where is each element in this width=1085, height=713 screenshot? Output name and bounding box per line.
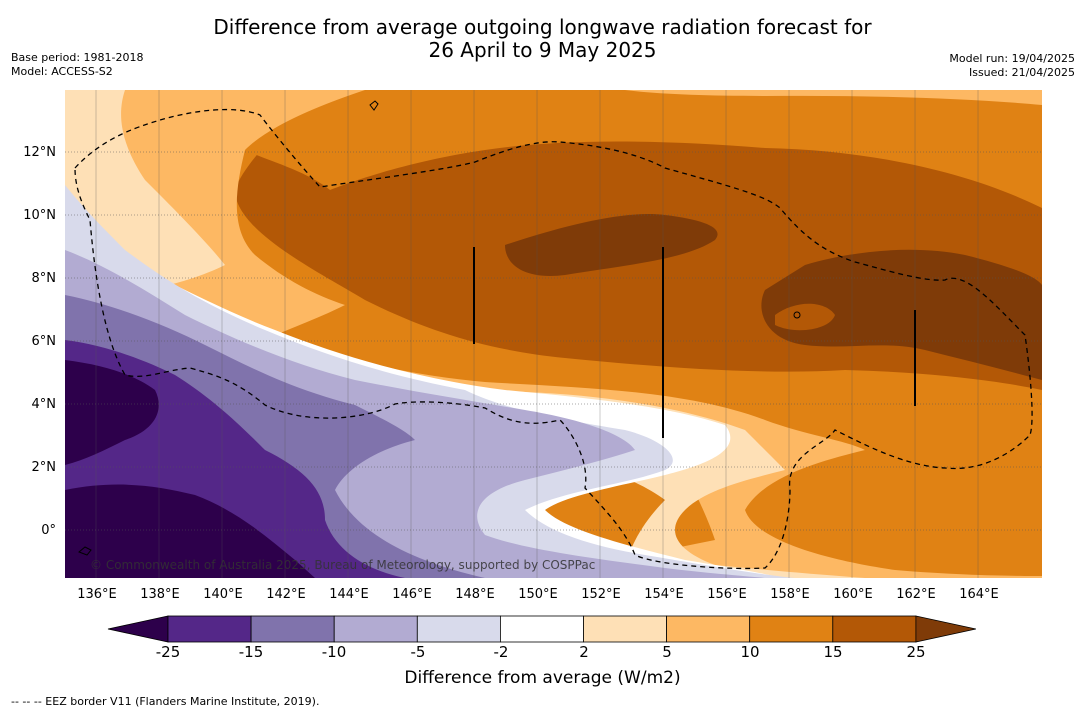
colorbar-cell xyxy=(333,615,418,643)
lon-label-140e: 140°E xyxy=(203,587,243,602)
colorbar-cell xyxy=(666,615,751,643)
islands xyxy=(78,100,801,556)
lon-label-136e: 136°E xyxy=(77,587,117,602)
field-hole xyxy=(775,303,835,331)
lon-label-164e: 164°E xyxy=(959,587,999,602)
eez-footnote: -- -- -- EEZ border V11 (Flanders Marine… xyxy=(11,695,320,708)
colorbar-extend-low xyxy=(107,615,169,643)
model-name: Model: ACCESS-S2 xyxy=(11,65,113,78)
colorbar-tick: 5 xyxy=(662,643,672,661)
colorbar-tick: 10 xyxy=(740,643,760,661)
colorbar-tick: 25 xyxy=(906,643,926,661)
lon-label-154e: 154°E xyxy=(644,587,684,602)
lat-label-12n: 12°N xyxy=(23,145,56,160)
segment-lines xyxy=(473,247,916,438)
lon-label-160e: 160°E xyxy=(833,587,873,602)
lat-label-10n: 10°N xyxy=(23,208,56,223)
lat-label-2n: 2°N xyxy=(31,460,57,475)
anomaly-map xyxy=(65,90,1042,578)
eez-border xyxy=(74,108,1033,570)
lon-label-144e: 144°E xyxy=(329,587,369,602)
graticule xyxy=(65,151,1042,531)
lat-label-4n: 4°N xyxy=(31,397,57,412)
lon-label-158e: 158°E xyxy=(770,587,810,602)
colorbar-tick: -25 xyxy=(155,643,181,661)
colorbar-tick: -5 xyxy=(410,643,426,661)
lon-label-142e: 142°E xyxy=(266,587,306,602)
lon-label-152e: 152°E xyxy=(581,587,621,602)
map-title-line-2: 26 April to 9 May 2025 xyxy=(428,38,657,62)
lon-label-150e: 150°E xyxy=(518,587,558,602)
colorbar-tick: 2 xyxy=(579,643,589,661)
colorbar-tick: -15 xyxy=(238,643,264,661)
lon-label-162e: 162°E xyxy=(896,587,936,602)
lon-label-146e: 146°E xyxy=(392,587,432,602)
colorbar-tick: -2 xyxy=(493,643,509,661)
colorbar-cell xyxy=(416,615,501,643)
copyright-credit: © Commonwealth of Australia 2025, Bureau… xyxy=(90,558,596,572)
model-run: Model run: 19/04/2025 xyxy=(949,52,1075,65)
colorbar-extend-high xyxy=(915,615,976,643)
lon-label-138e: 138°E xyxy=(140,587,180,602)
run-info: Model run: 19/04/2025 Issued: 21/04/2025 xyxy=(949,52,1075,80)
field-5-10-top xyxy=(625,90,1042,105)
colorbar-cell xyxy=(499,615,584,643)
colorbar-tick: 15 xyxy=(823,643,843,661)
field-lt-neg-25 xyxy=(65,360,315,578)
colorbar-cell xyxy=(167,615,252,643)
field-gt-25 xyxy=(505,214,718,276)
colorbar xyxy=(107,615,976,643)
colorbar-cell xyxy=(749,615,834,643)
colorbar-cell xyxy=(583,615,667,643)
colorbar-label: Difference from average (W/m2) xyxy=(404,668,681,688)
base-period: Base period: 1981-2018 xyxy=(11,51,144,64)
field-10-15-edge xyxy=(65,90,1042,426)
field-gt-25-east xyxy=(761,249,1042,380)
base-info: Base period: 1981-2018 Model: ACCESS-S2 xyxy=(11,51,143,79)
lat-label-8n: 8°N xyxy=(31,271,57,286)
map-title-line-1: Difference from average outgoing longwav… xyxy=(213,15,872,39)
colorbar-cell xyxy=(250,615,335,643)
lat-label-6n: 6°N xyxy=(31,334,57,349)
colorbar-cell xyxy=(832,615,917,643)
lon-label-148e: 148°E xyxy=(455,587,495,602)
lat-label-0: 0° xyxy=(41,523,56,538)
colorbar-tick: -10 xyxy=(321,643,347,661)
issued-date: Issued: 21/04/2025 xyxy=(968,66,1075,79)
lon-label-156e: 156°E xyxy=(707,587,747,602)
